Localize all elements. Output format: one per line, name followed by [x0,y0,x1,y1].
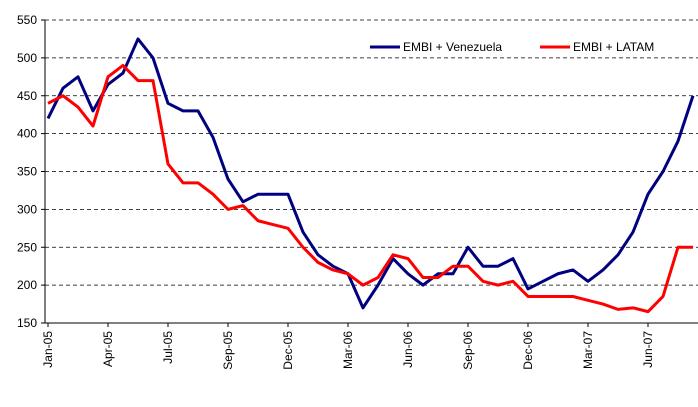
x-tick-label: Dec-05 [281,331,295,370]
y-tick-label: 400 [17,127,37,141]
legend-label: EMBI + Venezuela [403,40,502,54]
y-tick-label: 300 [17,202,37,216]
y-tick-label: 500 [17,51,37,65]
y-tick-label: 200 [17,278,37,292]
y-tick-label: 350 [17,165,37,179]
y-tick-label: 550 [17,13,37,27]
x-tick-label: Jun-06 [401,331,415,368]
x-tick-label: Jun-07 [641,331,655,368]
x-tick-label: Mar-06 [341,331,355,369]
y-tick-label: 250 [17,240,37,254]
line-series [46,37,695,310]
x-tick-label: Jan-05 [41,331,55,368]
x-tick-label: Apr-05 [101,331,115,367]
x-tick-label: Dec-06 [521,331,535,370]
x-tick-label: Sep-05 [221,331,235,370]
y-tick-label: 450 [17,89,37,103]
x-tick-label: Jul-05 [161,331,175,364]
x-tick-label: Mar-07 [581,331,595,369]
legend-label: EMBI + LATAM [573,40,654,54]
x-tick-label: Sep-06 [461,331,475,370]
y-tick-label: 150 [17,316,37,330]
line-series [47,63,693,314]
